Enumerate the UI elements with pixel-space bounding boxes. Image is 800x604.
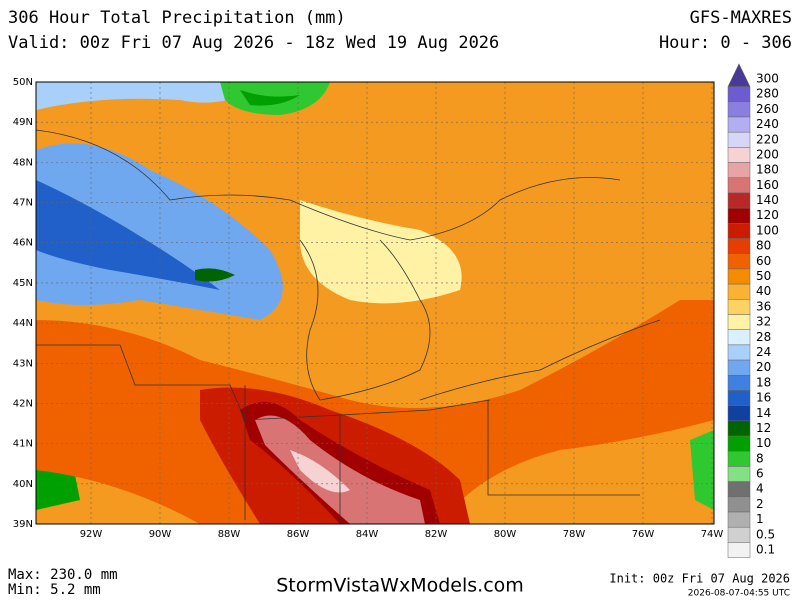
legend-swatch xyxy=(727,116,751,133)
latitude-label: 44N xyxy=(13,318,33,329)
longitude-label: 90W xyxy=(149,529,172,540)
legend-swatch xyxy=(727,314,751,330)
legend-label: 36 xyxy=(756,299,771,313)
legend-swatch xyxy=(727,496,751,513)
legend-swatch xyxy=(727,375,751,391)
legend-swatch xyxy=(727,268,751,285)
legend-label: 0.1 xyxy=(756,543,775,557)
legend-swatch xyxy=(727,435,751,452)
legend-label: 32 xyxy=(756,315,771,329)
legend-swatch xyxy=(727,192,751,209)
longitude-label: 86W xyxy=(287,529,310,540)
legend-label: 1 xyxy=(756,512,764,526)
longitude-label: 92W xyxy=(80,529,103,540)
legend-swatch xyxy=(727,344,751,361)
legend-label: 120 xyxy=(756,208,779,222)
legend-label: 280 xyxy=(756,87,779,101)
legend-swatch xyxy=(727,177,751,194)
legend-label: 12 xyxy=(756,421,771,435)
legend-label: 180 xyxy=(756,163,779,177)
legend-label: 240 xyxy=(756,117,779,131)
precip-field xyxy=(36,82,714,524)
legend-label: 6 xyxy=(756,467,764,481)
latitude-label: 47N xyxy=(13,198,33,209)
legend-label: 14 xyxy=(756,406,771,420)
legend-swatch xyxy=(727,223,751,239)
legend-swatch xyxy=(727,359,751,376)
latitude-label: 48N xyxy=(13,157,33,168)
legend-label: 10 xyxy=(756,436,771,450)
legend-label: 28 xyxy=(756,330,771,344)
legend-label: 40 xyxy=(756,284,771,298)
legend-swatch xyxy=(727,283,751,300)
legend-label: 50 xyxy=(756,269,771,283)
latitude-label: 43N xyxy=(13,358,33,369)
forecast-hours: Hour: 0 - 306 xyxy=(659,33,792,53)
legend-label: 80 xyxy=(756,239,771,253)
longitude-label: 74W xyxy=(701,529,724,540)
legend-label: 60 xyxy=(756,254,771,268)
max-value: Max: 230.0 mm xyxy=(8,567,118,583)
title: 306 Hour Total Precipitation (mm) xyxy=(8,8,346,28)
legend-swatch xyxy=(727,450,751,467)
legend-swatch xyxy=(727,390,751,406)
legend-label: 160 xyxy=(756,178,779,192)
latitude-label: 50N xyxy=(13,77,33,88)
legend-label: 24 xyxy=(756,345,771,359)
latitude-label: 41N xyxy=(13,439,33,450)
latitude-label: 49N xyxy=(13,117,33,128)
legend-label: 8 xyxy=(756,451,764,465)
legend-label: 260 xyxy=(756,102,779,116)
timestamp: 2026-08-07-04:55 UTC xyxy=(688,589,790,599)
legend-label: 0.5 xyxy=(756,527,775,541)
legend-swatch xyxy=(727,466,751,482)
latitude-label: 42N xyxy=(13,398,33,409)
legend-label: 100 xyxy=(756,223,779,237)
legend-swatch xyxy=(727,101,751,118)
legend-swatch xyxy=(727,405,751,422)
legend-label: 300 xyxy=(756,72,779,86)
legend-label: 4 xyxy=(756,482,764,496)
legend-swatch xyxy=(727,238,751,254)
legend-swatch xyxy=(727,526,751,543)
legend-swatch xyxy=(727,253,751,270)
min-value: Min: 5.2 mm xyxy=(8,582,101,598)
longitude-label: 82W xyxy=(425,529,448,540)
longitude-label: 88W xyxy=(218,529,241,540)
longitude-label: 76W xyxy=(632,529,655,540)
legend-swatch xyxy=(727,481,751,498)
longitude-label: 84W xyxy=(356,529,379,540)
latitude-label: 40N xyxy=(13,479,33,490)
legend-label: 20 xyxy=(756,360,771,374)
legend-label: 16 xyxy=(756,391,771,405)
legend-swatch xyxy=(727,207,751,224)
legend-label: 200 xyxy=(756,147,779,161)
legend-swatch xyxy=(727,542,751,558)
legend-label: 140 xyxy=(756,193,779,207)
longitude-label: 78W xyxy=(563,529,586,540)
legend-swatch xyxy=(727,147,751,163)
valid-time: Valid: 00z Fri 07 Aug 2026 - 18z Wed 19 … xyxy=(8,33,499,53)
model-name: GFS-MAXRES xyxy=(690,8,792,28)
legend-swatch xyxy=(727,86,751,103)
legend-swatch xyxy=(727,131,751,148)
legend-label: 2 xyxy=(756,497,764,511)
latitude-label: 46N xyxy=(13,238,33,249)
init-time: Init: 00z Fri 07 Aug 2026 xyxy=(609,572,790,586)
legend-swatch xyxy=(727,63,751,87)
legend-swatch xyxy=(727,420,751,437)
longitude-label: 80W xyxy=(494,529,517,540)
legend-label: 18 xyxy=(756,375,771,389)
map-frame xyxy=(35,81,715,525)
latitude-label: 39N xyxy=(13,519,33,530)
legend-swatch xyxy=(727,299,751,315)
legend-swatch xyxy=(727,329,751,346)
legend-label: 220 xyxy=(756,132,779,146)
site-name: StormVistaWxModels.com xyxy=(276,575,524,597)
latitude-label: 45N xyxy=(13,278,33,289)
legend-swatch xyxy=(727,162,751,179)
legend-swatch xyxy=(727,511,751,528)
